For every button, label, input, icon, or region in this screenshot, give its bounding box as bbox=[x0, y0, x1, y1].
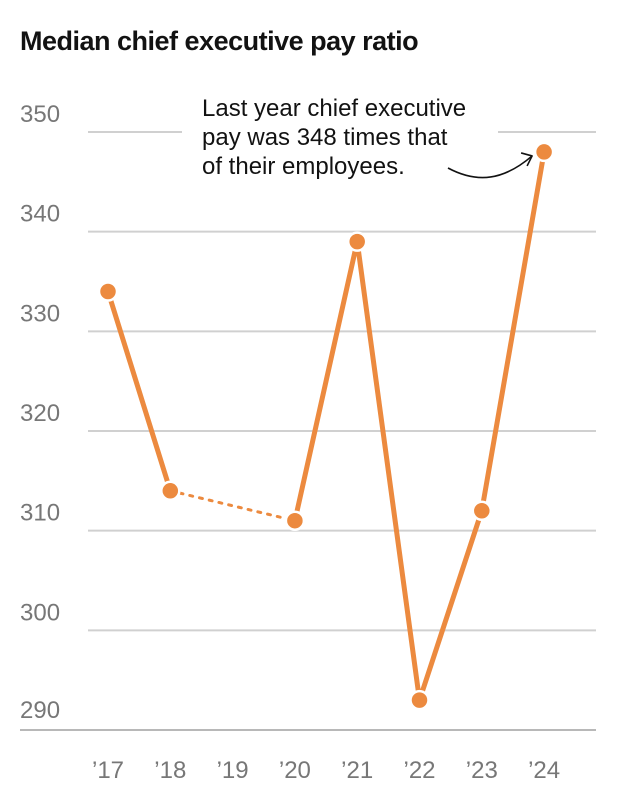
annotation-line: pay was 348 times that bbox=[202, 124, 448, 151]
y-tick-label: 350 bbox=[20, 101, 60, 128]
chart-title: Median chief executive pay ratio bbox=[20, 26, 419, 56]
data-point bbox=[409, 689, 430, 711]
x-tick-label: ’19 bbox=[217, 757, 249, 784]
data-point bbox=[97, 281, 119, 302]
x-axis-ticks: ’17 ’18 ’19 ’20 ’21 ’22 ’23 ’24 bbox=[92, 757, 560, 784]
y-tick-label: 330 bbox=[20, 300, 60, 327]
y-tick-label: 320 bbox=[20, 400, 60, 427]
data-point bbox=[284, 510, 306, 531]
y-tick-label: 340 bbox=[20, 201, 60, 228]
x-tick-label: ’20 bbox=[279, 757, 311, 784]
annotation-line: of their employees. bbox=[202, 153, 405, 180]
data-point bbox=[346, 231, 368, 252]
x-tick-label: ’23 bbox=[466, 757, 498, 784]
data-point bbox=[471, 500, 493, 521]
series-line bbox=[105, 149, 547, 703]
y-axis-ticks: 290 300 310 320 330 340 350 bbox=[20, 101, 60, 724]
data-point bbox=[533, 141, 555, 163]
x-tick-label: ’18 bbox=[154, 757, 186, 784]
x-tick-label: ’24 bbox=[528, 757, 560, 784]
x-tick-label: ’21 bbox=[341, 757, 373, 784]
data-points bbox=[97, 141, 555, 711]
series-segment bbox=[105, 289, 173, 494]
y-tick-label: 290 bbox=[20, 697, 60, 724]
x-tick-label: ’22 bbox=[403, 757, 435, 784]
annotation-arrow bbox=[447, 155, 533, 179]
annotation-line: Last year chief executive bbox=[202, 95, 466, 122]
annotation-arrowhead bbox=[520, 152, 533, 167]
series-segment bbox=[292, 149, 547, 703]
gap-bridge-dotted bbox=[168, 489, 297, 523]
y-tick-label: 310 bbox=[20, 500, 60, 527]
x-tick-label: ’17 bbox=[92, 757, 124, 784]
y-tick-label: 300 bbox=[20, 599, 60, 626]
gridlines bbox=[20, 131, 596, 731]
data-point bbox=[160, 480, 181, 502]
